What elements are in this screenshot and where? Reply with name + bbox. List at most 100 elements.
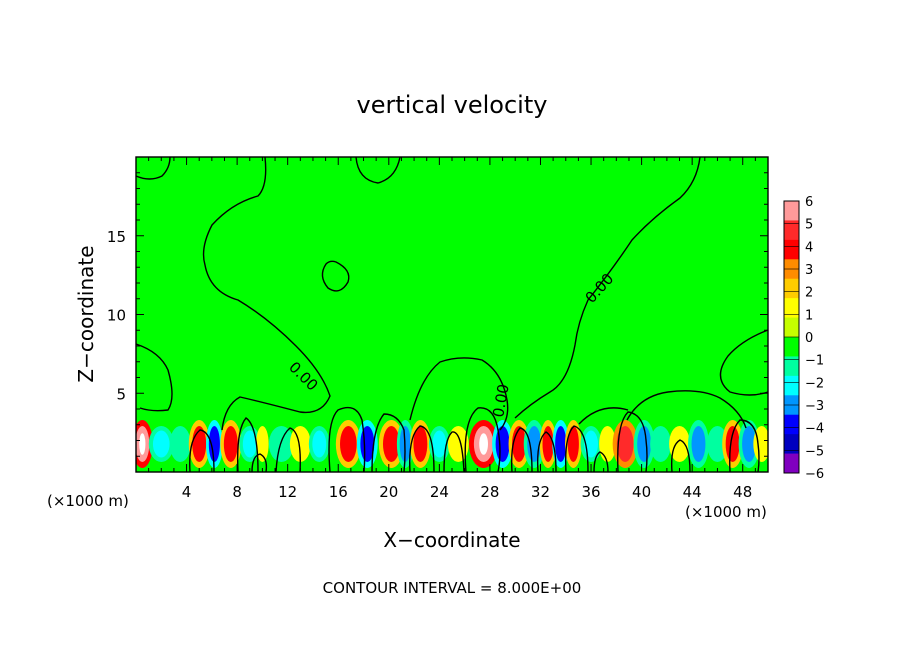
contour-cell-k bbox=[564, 425, 589, 472]
x-tick-label-12: 12 bbox=[278, 483, 297, 501]
contour-cell-m bbox=[617, 411, 648, 472]
velocity-cell-core-11 bbox=[340, 426, 357, 462]
velocity-cell-core-27 bbox=[616, 426, 634, 462]
x-tick-label-24: 24 bbox=[430, 483, 449, 501]
x-tick-label-28: 28 bbox=[480, 483, 499, 501]
contour-cell-f bbox=[409, 425, 435, 472]
contour-cell-h bbox=[464, 407, 501, 472]
x-tick-label-16: 16 bbox=[329, 483, 348, 501]
velocity-cell-core-34 bbox=[742, 426, 756, 462]
velocity-cell-core-26 bbox=[601, 430, 614, 458]
x-tick-label-32: 32 bbox=[531, 483, 550, 501]
colorbar-swatch-2 bbox=[784, 239, 799, 260]
velocity-cell-core-1 bbox=[152, 430, 170, 458]
velocity-cell-core-7 bbox=[258, 430, 267, 458]
y-tick-label-5: 5 bbox=[116, 385, 126, 403]
velocity-cell-core-24 bbox=[567, 426, 579, 462]
contour-cell-e bbox=[371, 413, 406, 472]
colorbar-label-7: −1 bbox=[805, 354, 824, 369]
colorbar-swatch-4 bbox=[784, 278, 799, 299]
contour-line-lower-right bbox=[626, 390, 747, 429]
colorbar-label-12: −6 bbox=[805, 467, 824, 482]
velocity-cell-core-5 bbox=[223, 426, 238, 462]
velocity-cell-core-13 bbox=[382, 426, 400, 462]
velocity-cell-core-23 bbox=[555, 426, 567, 462]
contour-line-mid-bump bbox=[409, 357, 509, 431]
contour-cell-g bbox=[443, 431, 465, 472]
colorbar-label-10: −4 bbox=[805, 422, 824, 437]
contour-line-left-edge bbox=[136, 343, 173, 412]
x-unit-left: (×1000 m) bbox=[47, 492, 129, 510]
contour-cell-o bbox=[729, 419, 760, 472]
x-tick-label-8: 8 bbox=[232, 483, 242, 501]
chart-title: vertical velocity bbox=[357, 91, 548, 119]
contour-lines bbox=[136, 157, 768, 472]
velocity-cell-core-22 bbox=[542, 426, 554, 462]
colorbar-swatch-12 bbox=[784, 434, 799, 455]
velocity-cell-peak-18 bbox=[479, 433, 488, 455]
y-tick-label-10: 10 bbox=[107, 307, 126, 325]
colorbar-label-5: 1 bbox=[805, 308, 813, 323]
x-tick-label-48: 48 bbox=[733, 483, 752, 501]
x-unit-right: (×1000 m) bbox=[685, 503, 767, 521]
colorbar-swatch-9 bbox=[784, 375, 799, 396]
x-axis-ticks: 4 8 12 16 20 24 28 32 36 40 44 48 bbox=[148, 157, 756, 501]
velocity-cell-core-32 bbox=[710, 430, 725, 458]
velocity-cell-core-29 bbox=[653, 430, 668, 458]
velocity-cell-peak-0 bbox=[139, 433, 146, 455]
plot-area bbox=[136, 157, 768, 472]
contour-cell-d bbox=[328, 406, 366, 472]
velocity-cell-core-33 bbox=[725, 426, 740, 462]
contour-cell-b bbox=[251, 453, 268, 472]
y-axis-ticks: 5 10 15 bbox=[107, 172, 768, 457]
colorbar-swatch-13 bbox=[784, 453, 799, 474]
colorbar-label-6: 0 bbox=[805, 331, 813, 346]
colorbar-label-8: −2 bbox=[805, 376, 824, 391]
contour-cell-j bbox=[536, 431, 557, 472]
colorbar-label-0: 6 bbox=[805, 195, 813, 210]
contour-cell-c bbox=[275, 427, 301, 472]
x-tick-label-40: 40 bbox=[632, 483, 651, 501]
colorbar-label-11: −5 bbox=[805, 444, 824, 459]
contour-line-right-diagonal bbox=[514, 157, 701, 419]
y-axis-label: Z−coordinate bbox=[74, 245, 98, 382]
velocity-cell-core-4 bbox=[208, 426, 220, 462]
colorbar: 6 5 4 3 2 1 0 −1 −2 −3 −4 −5 −6 bbox=[783, 195, 824, 482]
colorbar-swatch-11 bbox=[784, 414, 799, 435]
contour-line-upper-left bbox=[202, 157, 331, 431]
contour-cell-l bbox=[593, 451, 609, 472]
velocity-cell-core-15 bbox=[413, 426, 428, 462]
contour-line-top-mid bbox=[355, 157, 401, 184]
contour-interval-note: CONTOUR INTERVAL = 8.000E+00 bbox=[323, 579, 582, 597]
colorbar-swatch-7 bbox=[784, 337, 799, 357]
colorbar-label-1: 5 bbox=[805, 218, 813, 233]
colorbar-swatch-5 bbox=[784, 298, 799, 319]
x-tick-label-44: 44 bbox=[683, 483, 702, 501]
colorbar-label-4: 2 bbox=[805, 286, 813, 301]
velocity-cell-core-30 bbox=[672, 430, 687, 458]
colorbar-swatch-1 bbox=[784, 220, 799, 241]
velocity-cell-core-25 bbox=[584, 430, 598, 458]
contour-cell-i bbox=[510, 427, 533, 472]
contour-line-right-lower-arc bbox=[578, 407, 629, 425]
contour-line-circle bbox=[321, 260, 350, 292]
contour-cell-n bbox=[670, 439, 691, 472]
contour-line-right-edge bbox=[719, 329, 768, 396]
contour-line-top-left bbox=[136, 157, 171, 180]
velocity-cell-core-6 bbox=[242, 430, 257, 458]
x-tick-label-36: 36 bbox=[581, 483, 600, 501]
x-tick-label-4: 4 bbox=[182, 483, 192, 501]
velocity-cell-core-31 bbox=[691, 426, 706, 462]
velocity-cell-core-2 bbox=[173, 430, 188, 458]
velocity-cells bbox=[136, 420, 768, 468]
contour-label-mid: 0.00 bbox=[489, 383, 513, 419]
velocity-cell-core-16 bbox=[432, 430, 447, 458]
velocity-cell-core-8 bbox=[273, 430, 290, 458]
contour-cell-a bbox=[236, 417, 259, 472]
colorbar-swatch-0 bbox=[784, 201, 799, 221]
x-tick-label-20: 20 bbox=[379, 483, 398, 501]
colorbar-label-3: 3 bbox=[805, 263, 813, 278]
y-tick-label-15: 15 bbox=[107, 228, 126, 246]
velocity-cell-core-10 bbox=[312, 430, 327, 458]
